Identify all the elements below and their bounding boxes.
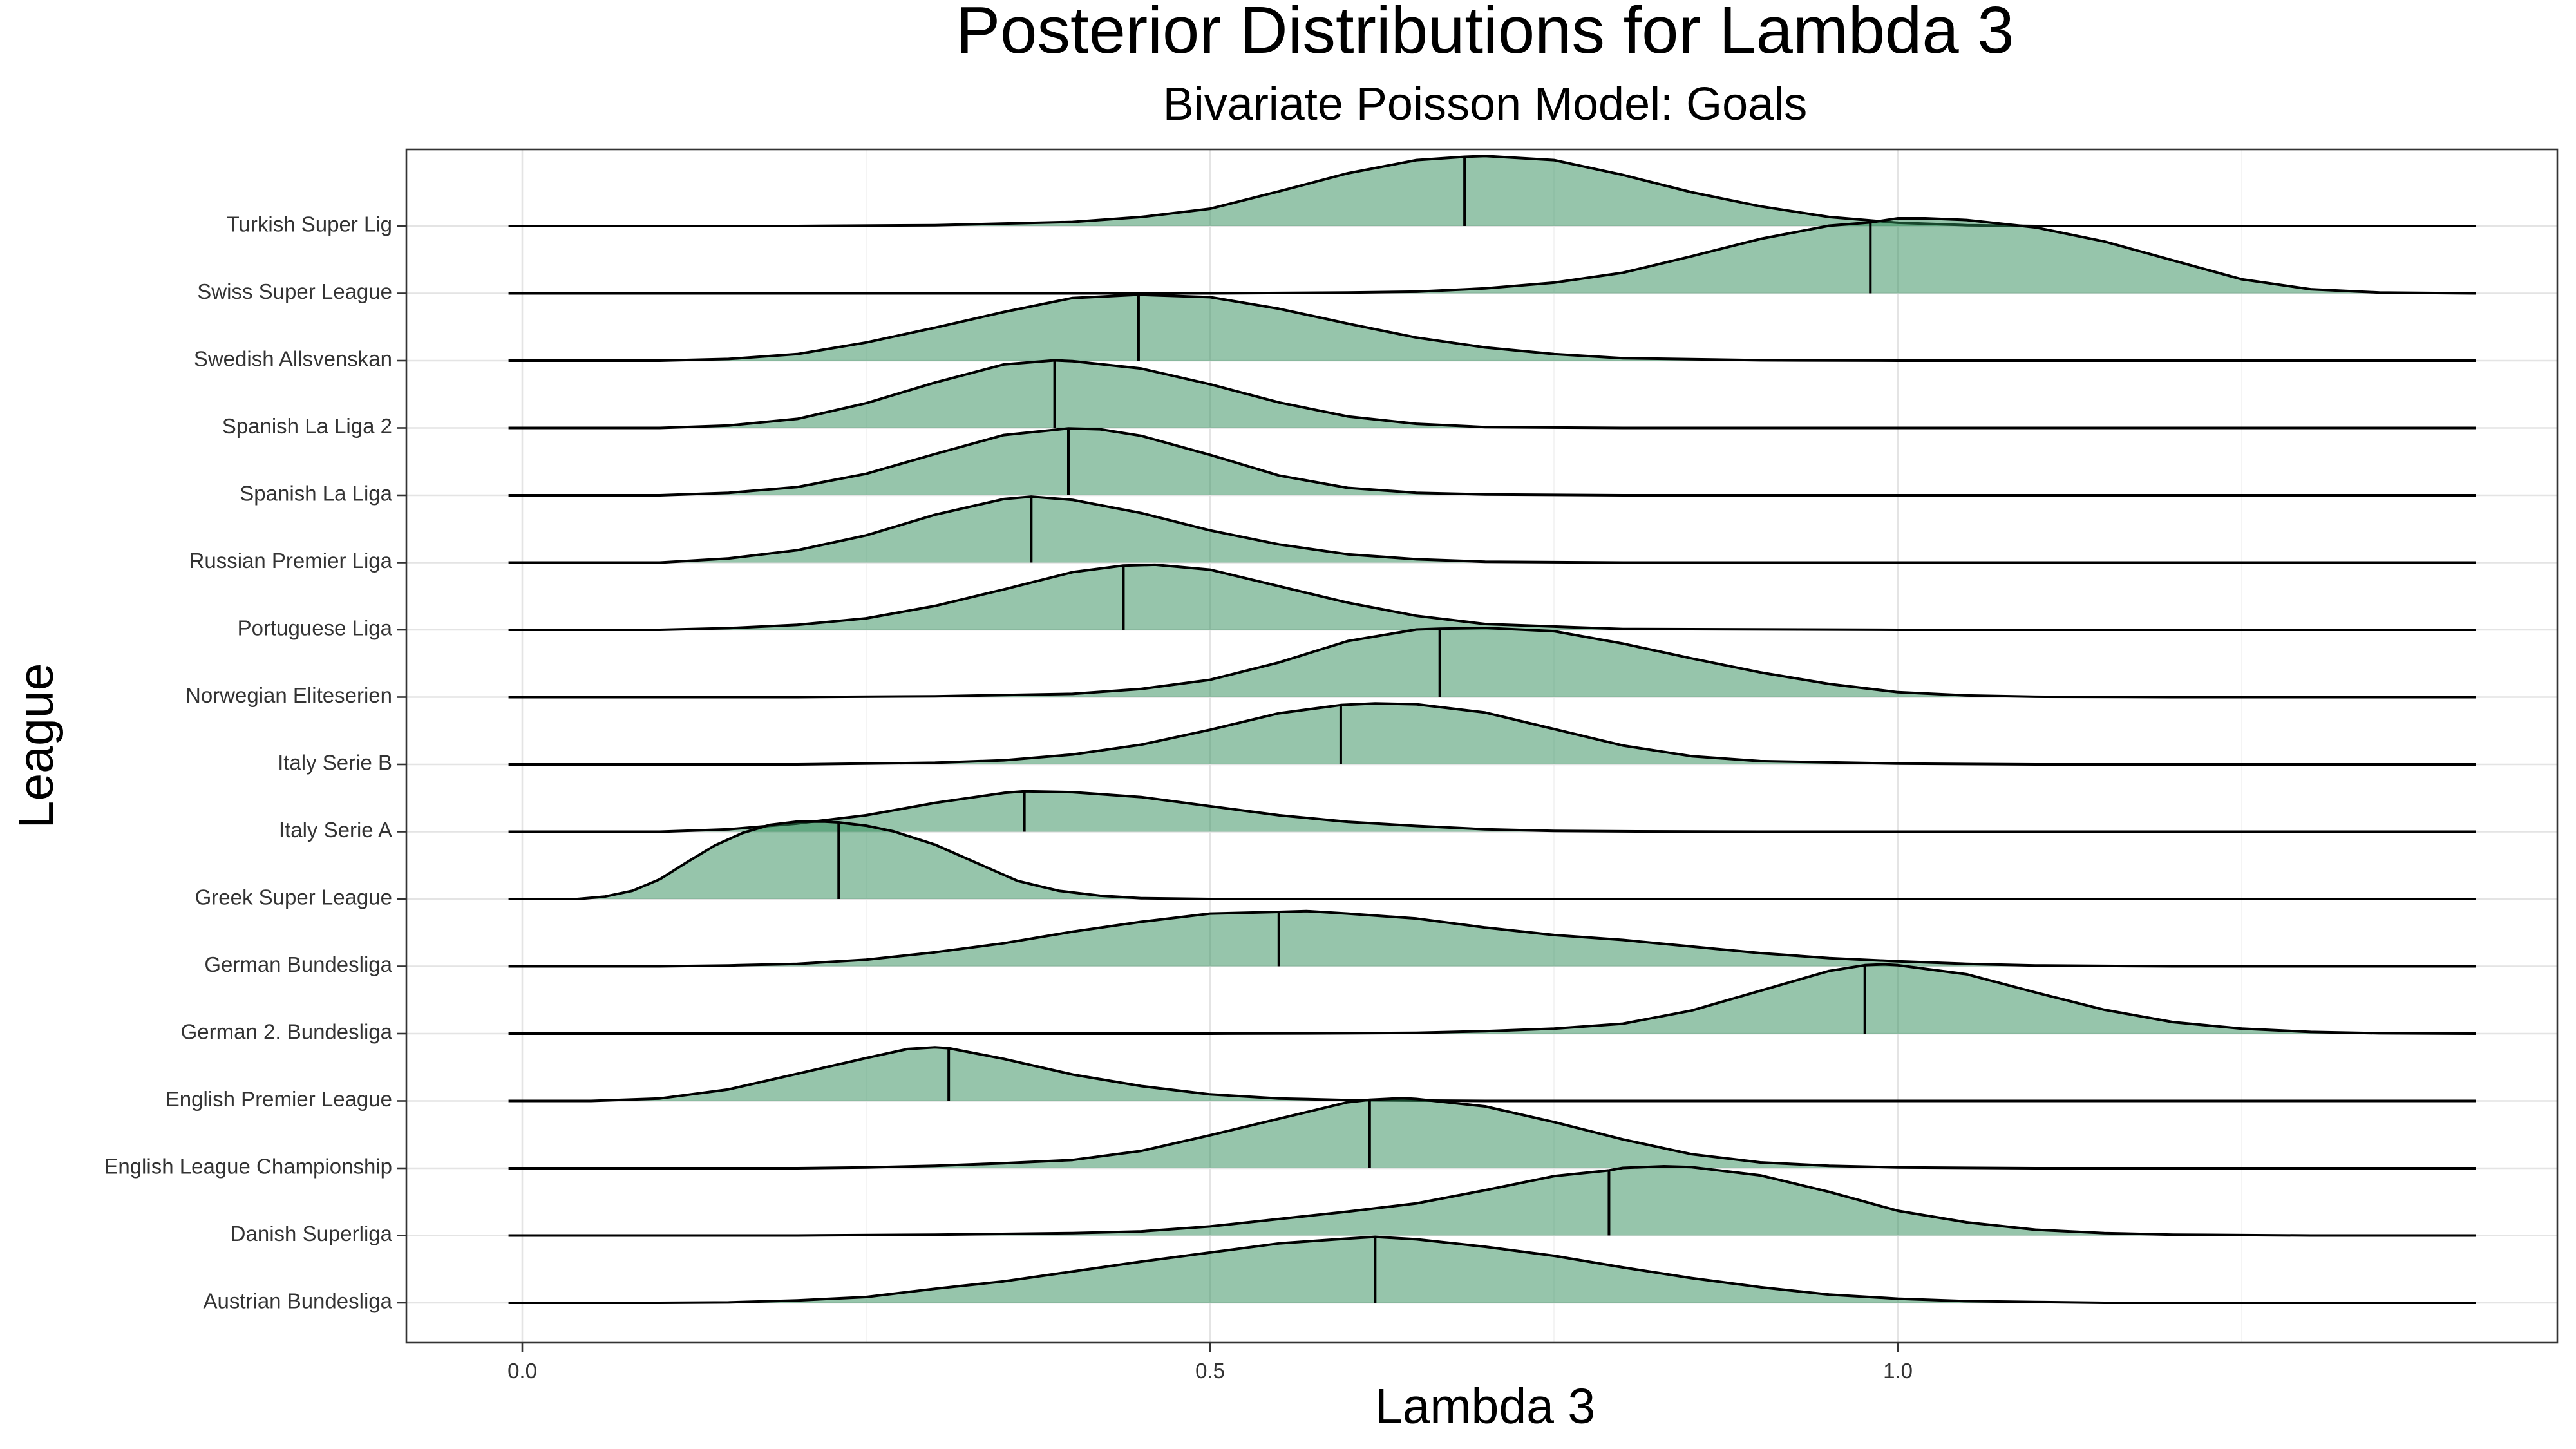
density-outline [508,495,2476,564]
density-area [508,564,2476,630]
x-tick-layer: 0.0 0.5 1.0 [507,1343,1913,1383]
ridge-english-premier-league [508,1046,2476,1103]
x-tick-label: 0.0 [507,1359,537,1383]
y-tick-label: German 2. Bundesliga [181,1020,393,1044]
density-area [508,703,2476,764]
ridges-layer [508,155,2476,1304]
y-tick-label: Spanish La Liga [240,482,392,506]
density-outline [508,909,2476,968]
density-outline [508,627,2476,699]
x-tick-label: 1.0 [1883,1359,1913,1383]
y-tick-label: Portuguese Liga [238,616,393,640]
density-outline [508,293,2476,362]
density-area [508,428,2476,495]
y-tick-label: German Bundesliga [204,952,392,976]
density-outline [508,702,2476,766]
ridge-italy-serie-b [508,702,2476,766]
density-area [508,1166,2476,1236]
ridge-danish-superliga [508,1165,2476,1237]
ridge-norwegian-eliteserien [508,627,2476,699]
y-tick-label: English Premier League [166,1087,392,1111]
y-tick-label: Norwegian Eliteserien [185,683,392,707]
density-area [508,628,2476,697]
density-area [508,821,2476,899]
density-area [508,156,2476,226]
ridge-spanish-la-liga-2 [508,359,2476,430]
density-outline [508,1046,2476,1103]
density-outline [508,217,2476,295]
y-tick-label: Turkish Super Lig [227,213,392,236]
y-tick-label: Spanish La Liga 2 [222,414,392,438]
density-area [508,360,2476,428]
y-tick-label: Italy Serie B [278,751,392,775]
density-area [508,791,2476,832]
y-tick-label: Swiss Super League [197,279,392,303]
ridge-english-league-championship [508,1097,2476,1170]
y-tick-label: Italy Serie A [279,818,392,842]
density-area [508,1236,2476,1303]
density-area [508,911,2476,967]
density-area [508,964,2476,1034]
ridge-german-2-bundesliga [508,963,2476,1035]
density-outline [508,359,2476,430]
y-tick-label: Austrian Bundesliga [203,1289,392,1313]
ridge-swiss-super-league [508,217,2476,295]
ridge-swedish-allsvenskan [508,293,2476,362]
plot-panel-border [405,148,2559,1344]
density-outline [508,963,2476,1035]
density-outline [508,563,2476,631]
ridge-german-bundesliga [508,909,2476,968]
y-tick-label: Swedish Allsvenskan [194,347,392,371]
density-outline [508,1235,2476,1304]
chart-title: Posterior Distributions for Lambda 3 [956,0,2014,67]
y-tick-label: English League Championship [104,1155,392,1179]
x-axis-title: Lambda 3 [1375,1379,1595,1434]
ridge-spanish-la-liga [508,427,2476,497]
density-area [508,1047,2476,1101]
ridge-portuguese-liga [508,563,2476,631]
y-tick-label: Greek Super League [195,886,392,909]
x-tick-label: 0.5 [1195,1359,1225,1383]
chart-subtitle: Bivariate Poisson Model: Goals [1163,79,1807,130]
y-tick-label: Danish Superliga [231,1222,393,1245]
y-tick-label: Russian Premier Liga [189,549,393,573]
ridge-greek-super-league [508,820,2476,900]
y-tick-layer: Austrian Bundesliga Danish Superliga Engli… [104,213,406,1313]
density-area [508,1098,2476,1168]
density-area [508,497,2476,563]
ridge-russian-premier-liga [508,495,2476,564]
y-axis-title: League [8,663,64,829]
density-outline [508,427,2476,497]
ridge-austrian-bundesliga [508,1235,2476,1304]
density-area [508,218,2476,294]
density-area [508,294,2476,361]
